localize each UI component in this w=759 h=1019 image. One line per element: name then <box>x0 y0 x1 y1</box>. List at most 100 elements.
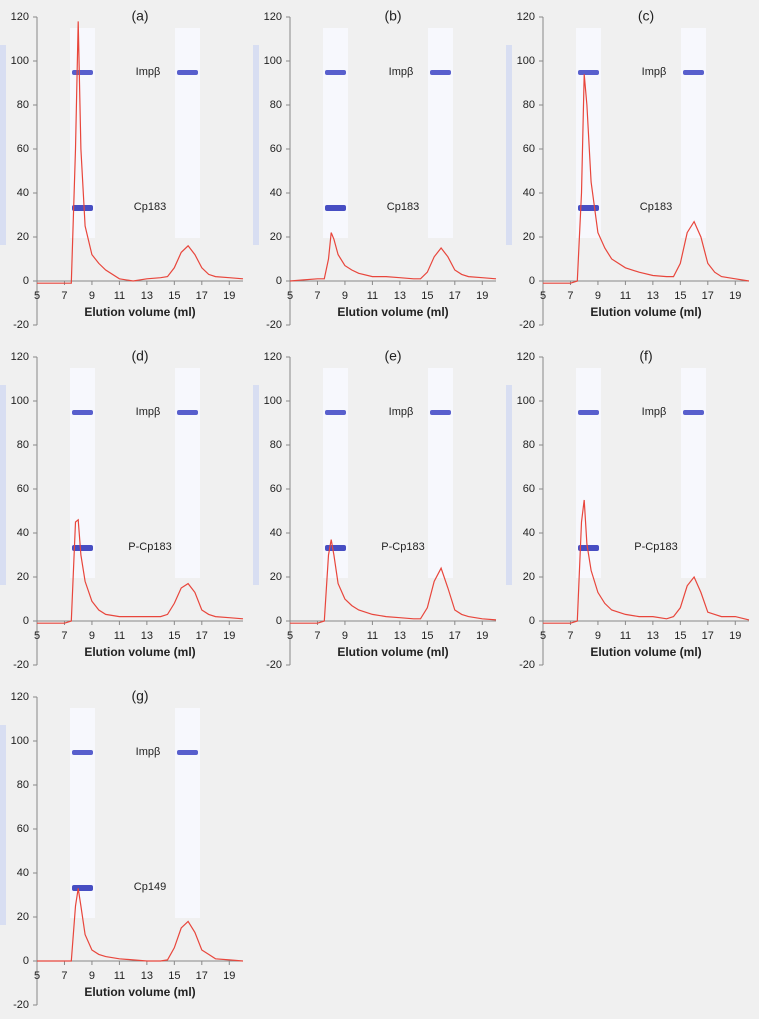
panel: -20 0 20 40 60 80 100 120 5 7 9 11 13 15 17 19 Elution v… <box>253 348 497 671</box>
y-tick-label: 20 <box>270 571 282 583</box>
x-tick-label: 17 <box>196 630 208 642</box>
x-tick-label: 15 <box>421 630 433 642</box>
x-tick-label: 11 <box>114 970 125 982</box>
x-axis-label: Elution volume (ml) <box>590 305 701 319</box>
gel-lane <box>175 368 200 578</box>
x-axis-label: Elution volume (ml) <box>337 305 448 319</box>
y-tick-label: -20 <box>519 659 535 671</box>
y-tick-label: 100 <box>517 55 535 67</box>
panel-title: (d) <box>131 348 148 364</box>
x-tick-label: 15 <box>674 630 686 642</box>
gel-band <box>72 205 93 211</box>
x-tick-label: 7 <box>567 290 573 302</box>
x-tick-label: 5 <box>287 290 293 302</box>
gel-band <box>325 410 346 415</box>
x-tick-label: 13 <box>141 630 153 642</box>
gel-band <box>72 885 93 891</box>
y-tick-label: 80 <box>523 439 535 451</box>
x-tick-label: 5 <box>34 630 40 642</box>
gel-lane <box>428 28 453 238</box>
y-tick-label: 0 <box>529 615 535 627</box>
x-tick-label: 17 <box>449 290 461 302</box>
y-tick-label: 80 <box>17 779 29 791</box>
gel-lane <box>681 28 706 238</box>
y-tick-label: 0 <box>23 275 29 287</box>
panel-title: (f) <box>639 348 652 364</box>
x-tick-label: 19 <box>729 630 741 642</box>
x-tick-label: 17 <box>196 970 208 982</box>
annotation: Cp149 <box>134 881 166 893</box>
y-tick-label: 20 <box>17 911 29 923</box>
gel-band <box>683 410 704 415</box>
x-axis-label: Elution volume (ml) <box>84 305 195 319</box>
y-tick-label: 120 <box>11 691 29 703</box>
gel-band <box>430 410 451 415</box>
x-tick-label: 19 <box>223 630 235 642</box>
x-tick-label: 19 <box>476 630 488 642</box>
annotation: P-Cp183 <box>634 541 677 553</box>
x-tick-label: 5 <box>287 630 293 642</box>
marker-lane <box>0 385 6 585</box>
marker-lane <box>0 45 6 245</box>
x-tick-label: 17 <box>702 290 714 302</box>
x-tick-label: 7 <box>314 290 320 302</box>
annotation: Impβ <box>389 406 414 418</box>
annotation: Impβ <box>136 66 161 78</box>
x-axis-label: Elution volume (ml) <box>84 645 195 659</box>
x-axis-label: Elution volume (ml) <box>337 645 448 659</box>
y-tick-label: 60 <box>270 143 282 155</box>
x-tick-label: 19 <box>476 290 488 302</box>
y-tick-label: 120 <box>11 351 29 363</box>
x-tick-label: 17 <box>449 630 461 642</box>
gel-lane <box>70 708 95 918</box>
annotation: Cp183 <box>387 201 419 213</box>
x-tick-label: 13 <box>394 290 406 302</box>
gel-band <box>325 70 346 75</box>
x-tick-label: 9 <box>89 630 95 642</box>
x-tick-label: 9 <box>89 970 95 982</box>
annotation: Impβ <box>389 66 414 78</box>
y-tick-label: 80 <box>270 99 282 111</box>
line <box>37 21 244 284</box>
gel-band <box>72 750 93 755</box>
x-tick-label: 11 <box>620 290 631 302</box>
y-tick-label: 100 <box>11 735 29 747</box>
panel: -20 0 20 40 60 80 100 120 5 7 9 11 13 15 17 19 Elution v… <box>0 348 244 671</box>
gel-band <box>430 70 451 75</box>
x-tick-label: 11 <box>367 630 378 642</box>
y-tick-label: 60 <box>17 143 29 155</box>
gel-band <box>578 410 599 415</box>
gel-band <box>578 205 599 211</box>
y-tick-label: -20 <box>13 319 29 331</box>
y-tick-label: 80 <box>17 439 29 451</box>
line <box>543 74 750 284</box>
gel-band <box>177 750 198 755</box>
x-tick-label: 7 <box>61 290 67 302</box>
marker-lane <box>506 45 512 245</box>
gel-band <box>72 410 93 415</box>
x-tick-label: 5 <box>34 970 40 982</box>
y-tick-label: 40 <box>17 867 29 879</box>
x-tick-label: 5 <box>540 630 546 642</box>
gel-lane <box>323 368 348 578</box>
gel-lane <box>175 28 200 238</box>
gel-band <box>325 545 346 551</box>
y-tick-label: -20 <box>266 659 282 671</box>
y-tick-label: 100 <box>264 395 282 407</box>
x-tick-label: 17 <box>196 290 208 302</box>
y-tick-label: 80 <box>17 99 29 111</box>
annotation: Cp183 <box>134 201 166 213</box>
x-tick-label: 11 <box>367 290 378 302</box>
annotation: Impβ <box>642 66 667 78</box>
x-tick-label: 19 <box>223 290 235 302</box>
panel-title: (a) <box>131 8 148 24</box>
x-tick-label: 9 <box>595 630 601 642</box>
y-tick-label: 20 <box>523 571 535 583</box>
y-tick-label: 40 <box>523 527 535 539</box>
x-tick-label: 15 <box>421 290 433 302</box>
x-tick-label: 7 <box>567 630 573 642</box>
x-tick-label: 15 <box>168 630 180 642</box>
x-tick-label: 5 <box>540 290 546 302</box>
x-tick-label: 13 <box>647 630 659 642</box>
